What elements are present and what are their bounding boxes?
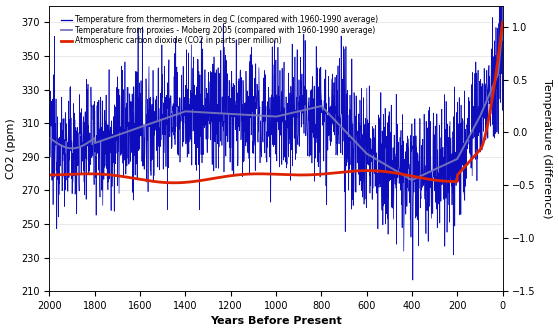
X-axis label: Years Before Present: Years Before Present bbox=[210, 316, 342, 326]
Y-axis label: Temperature (difference): Temperature (difference) bbox=[542, 79, 552, 218]
Legend: Temperature from thermometers in deg C (compared with 1960-1990 average), Temper: Temperature from thermometers in deg C (… bbox=[58, 12, 382, 48]
Y-axis label: CO2 (ppm): CO2 (ppm) bbox=[6, 118, 16, 179]
